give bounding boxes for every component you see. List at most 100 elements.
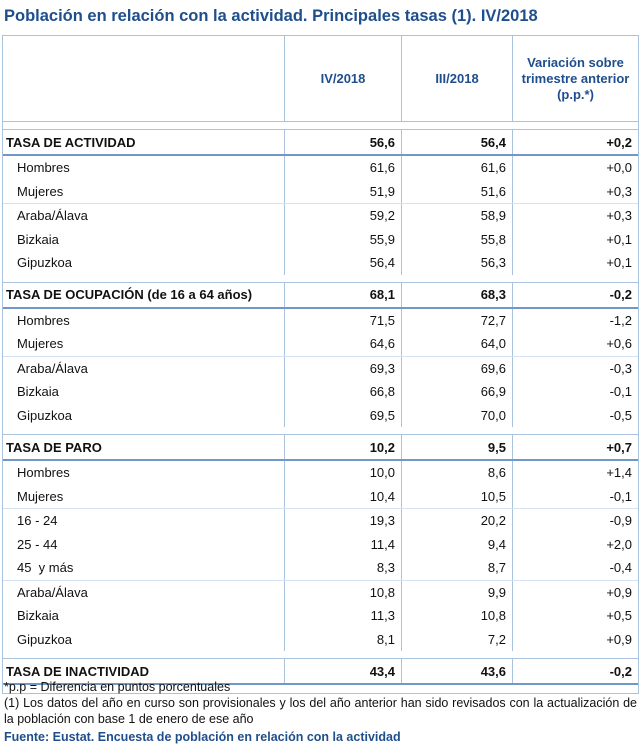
value-cell: 51,9: [284, 179, 401, 203]
table-row: TASA DE PARO 10,2 9,5 +0,7: [3, 434, 638, 461]
value-cell: 10,8: [284, 580, 401, 604]
label-cell: Araba/Álava: [17, 208, 88, 224]
label-cell: 16 - 24: [17, 513, 58, 529]
source: Fuente: Eustat. Encuesta de población en…: [4, 730, 401, 744]
header-row: IV/2018 III/2018 Variación sobre trimestre…: [3, 36, 638, 122]
value-cell: +0,9: [512, 627, 638, 651]
value-cell: 68,1: [284, 282, 401, 307]
value-cell: -0,3: [512, 356, 638, 380]
value-cell: 69,6: [401, 356, 512, 380]
value-cell: 8,1: [284, 627, 401, 651]
value-cell: -0,1: [512, 380, 638, 404]
value-cell: +0,1: [512, 227, 638, 251]
notes: *p.p = Diferencia en puntos porcentuales…: [4, 679, 637, 745]
value-cell: +0,2: [512, 130, 638, 154]
value-cell: +0,6: [512, 332, 638, 356]
header-cell: [3, 36, 284, 121]
table-row: Araba/Álava 10,8 9,9 +0,9: [3, 579, 638, 604]
value-cell: 43,6: [401, 659, 512, 683]
value-cell: 56,4: [284, 251, 401, 275]
label-cell: Araba/Álava: [17, 360, 88, 376]
value-cell: 11,3: [284, 604, 401, 628]
header-cell: IV/2018: [284, 36, 401, 121]
label-cell: Gipuzkoa: [17, 407, 72, 423]
value-cell: +0,7: [512, 435, 638, 459]
label-cell: 25 - 44: [17, 536, 58, 552]
value-cell: -0,5: [512, 403, 638, 427]
value-cell: +0,3: [512, 179, 638, 203]
value-cell: 10,4: [284, 484, 401, 508]
value-cell: 10,5: [401, 484, 512, 508]
value-cell: 69,3: [284, 356, 401, 380]
table-row: Mujeres 51,9 51,6 +0,3: [3, 179, 638, 203]
value-cell: 56,6: [284, 130, 401, 154]
label-cell: Gipuzkoa: [17, 631, 72, 647]
value-cell: 61,6: [401, 156, 512, 180]
value-cell: +0,5: [512, 604, 638, 628]
value-cell: 19,3: [284, 509, 401, 533]
label-cell: Hombres: [17, 465, 70, 481]
label-cell: Hombres: [17, 160, 70, 176]
label-cell: TASA DE OCUPACIÓN (de 16 a 64 años): [6, 287, 253, 302]
value-cell: 20,2: [401, 509, 512, 533]
table-row: TASA DE ACTIVIDAD 56,6 56,4 +0,2: [3, 129, 638, 156]
label-cell: Bizkaia: [17, 384, 59, 400]
table-row: Gipuzkoa 8,1 7,2 +0,9: [3, 627, 638, 651]
value-cell: +0,1: [512, 251, 638, 275]
value-cell: 71,5: [284, 308, 401, 332]
value-cell: -1,2: [512, 308, 638, 332]
value-cell: -0,2: [512, 282, 638, 307]
table-row: Mujeres 10,4 10,5 -0,1: [3, 484, 638, 508]
value-cell: +0,9: [512, 580, 638, 604]
table-row: Hombres 61,6 61,6 +0,0: [3, 156, 638, 180]
label-cell: TASA DE PARO: [6, 439, 102, 455]
value-cell: 8,3: [284, 556, 401, 580]
value-cell: 61,6: [284, 156, 401, 180]
label-cell: 45 y más: [17, 560, 74, 576]
value-cell: +2,0: [512, 532, 638, 556]
value-cell: 66,9: [401, 380, 512, 404]
value-cell: 10,2: [284, 435, 401, 459]
table-row: TASA DE OCUPACIÓN (de 16 a 64 años) 68,1 6…: [3, 281, 638, 309]
value-cell: 59,2: [284, 204, 401, 228]
title: Población en relación con la actividad. …: [4, 7, 538, 25]
value-cell: 9,9: [401, 580, 512, 604]
footnote: *p.p = Diferencia en puntos porcentuales: [4, 680, 231, 694]
value-cell: -0,4: [512, 556, 638, 580]
value-cell: 56,4: [401, 130, 512, 154]
value-cell: 56,3: [401, 251, 512, 275]
value-cell: 8,6: [401, 461, 512, 485]
value-cell: 55,8: [401, 227, 512, 251]
header-cell: Variación sobre trimestre anterior (p.p.…: [512, 36, 638, 121]
value-cell: 64,0: [401, 332, 512, 356]
table-row: 45 y más 8,3 8,7 -0,4: [3, 556, 638, 580]
value-cell: 58,9: [401, 204, 512, 228]
value-cell: 70,0: [401, 403, 512, 427]
table-row: Hombres 71,5 72,7 -1,2: [3, 308, 638, 332]
value-cell: +0,0: [512, 156, 638, 180]
label-cell: Hombres: [17, 312, 70, 328]
label-cell: Gipuzkoa: [17, 255, 72, 271]
value-cell: 64,6: [284, 332, 401, 356]
value-cell: 68,3: [401, 282, 512, 307]
header-cell: III/2018: [401, 36, 512, 121]
label-cell: Mujeres: [17, 336, 64, 352]
label-cell: Araba/Álava: [17, 584, 88, 600]
value-cell: 72,7: [401, 308, 512, 332]
value-cell: 55,9: [284, 227, 401, 251]
label-cell: Bizkaia: [17, 608, 59, 624]
value-cell: +0,3: [512, 204, 638, 228]
label-cell: Mujeres: [17, 488, 64, 504]
value-cell: 8,7: [401, 556, 512, 580]
value-cell: -0,1: [512, 484, 638, 508]
table-row: Bizkaia 11,3 10,8 +0,5: [3, 604, 638, 628]
value-cell: 69,5: [284, 403, 401, 427]
table-row: 25 - 44 11,4 9,4 +2,0: [3, 532, 638, 556]
table-row: 16 - 24 19,3 20,2 -0,9: [3, 508, 638, 533]
value-cell: -0,9: [512, 509, 638, 533]
table-row: Gipuzkoa 56,4 56,3 +0,1: [3, 251, 638, 275]
label-cell: TASA DE ACTIVIDAD: [6, 134, 136, 150]
value-cell: 7,2: [401, 627, 512, 651]
table-row: Araba/Álava 69,3 69,6 -0,3: [3, 355, 638, 380]
